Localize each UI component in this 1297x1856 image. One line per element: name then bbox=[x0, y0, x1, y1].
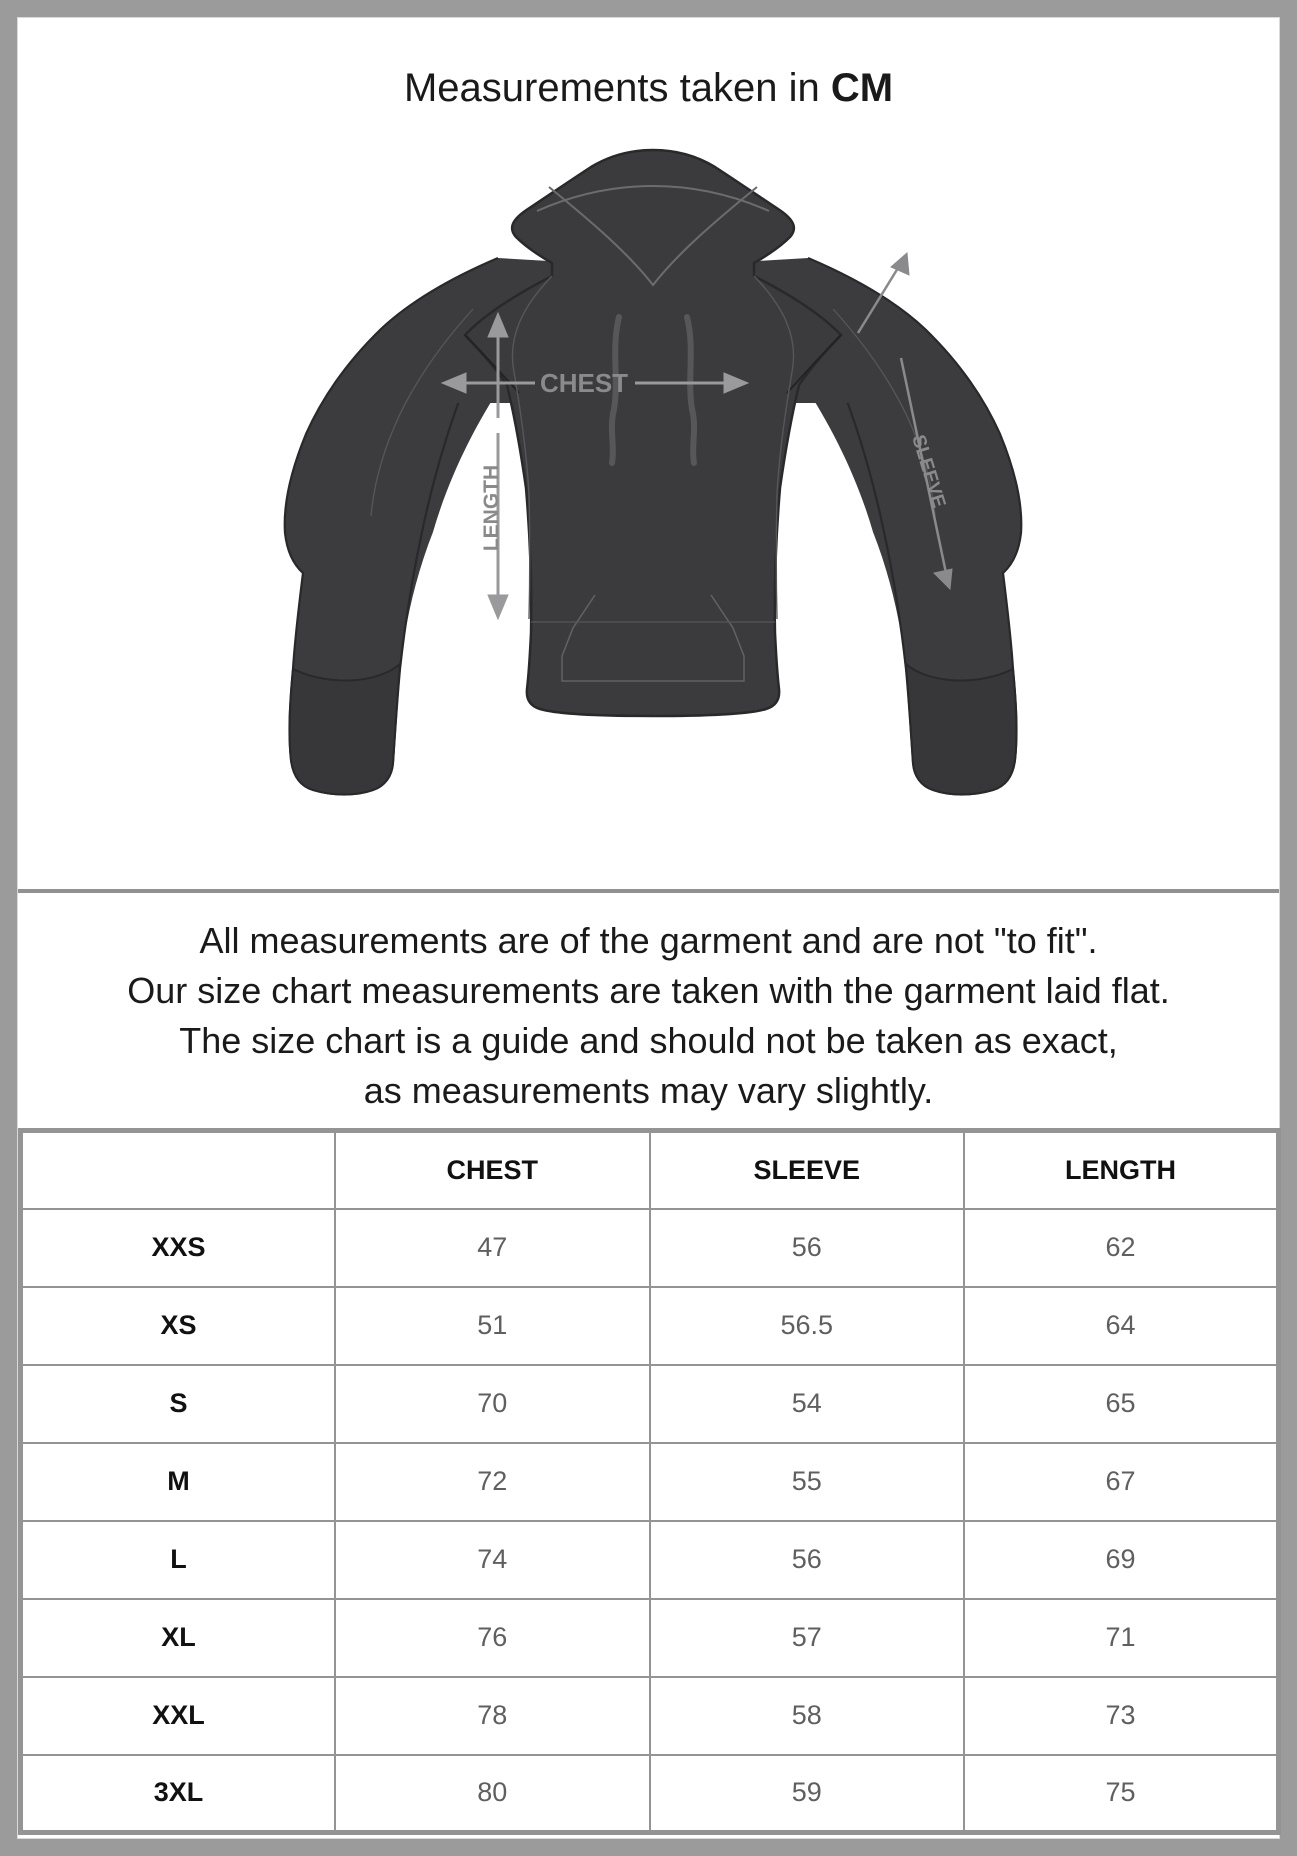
svg-text:LENGTH: LENGTH bbox=[480, 465, 503, 551]
svg-text:CHEST: CHEST bbox=[540, 368, 628, 398]
